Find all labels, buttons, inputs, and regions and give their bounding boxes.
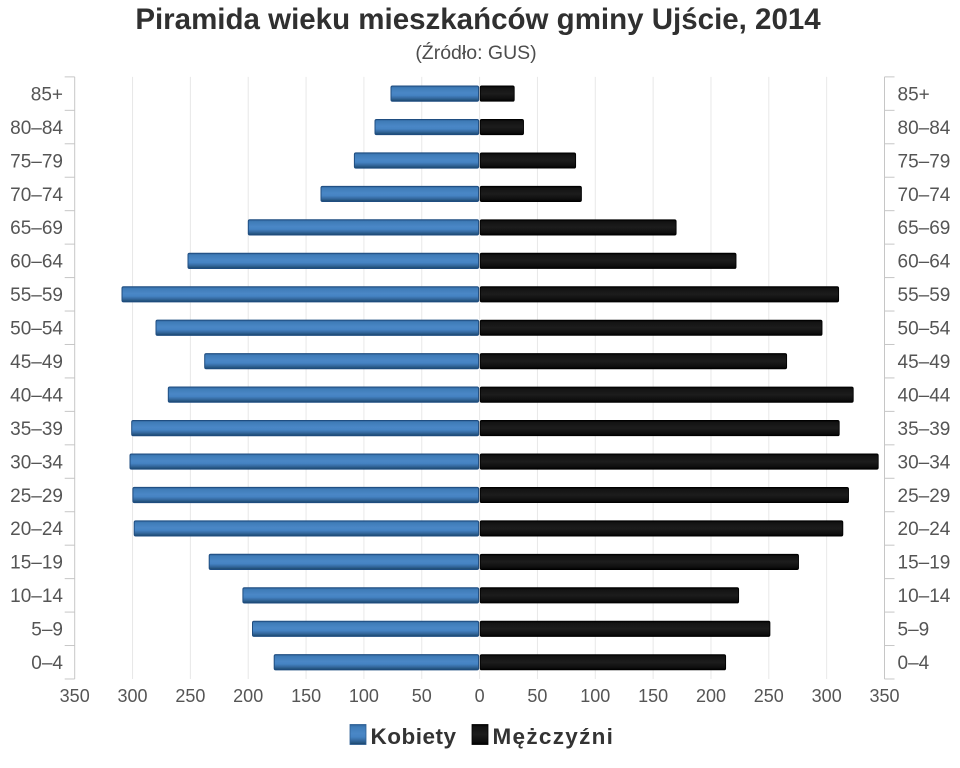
svg-text:100: 100 <box>349 686 379 706</box>
svg-text:45–49: 45–49 <box>898 352 951 373</box>
svg-text:50: 50 <box>527 686 547 706</box>
svg-text:25–29: 25–29 <box>898 486 951 507</box>
svg-text:Kobiety: Kobiety <box>371 724 457 749</box>
svg-text:300: 300 <box>117 686 147 706</box>
svg-text:85+: 85+ <box>898 84 930 105</box>
svg-text:35–39: 35–39 <box>10 419 63 440</box>
svg-text:65–69: 65–69 <box>10 218 63 239</box>
svg-text:0–4: 0–4 <box>31 653 63 674</box>
svg-text:50–54: 50–54 <box>10 319 63 340</box>
svg-text:75–79: 75–79 <box>898 151 951 172</box>
svg-text:40–44: 40–44 <box>10 385 63 406</box>
svg-text:75–79: 75–79 <box>10 151 63 172</box>
svg-text:15–19: 15–19 <box>898 553 951 574</box>
svg-text:(Źródło: GUS): (Źródło: GUS) <box>415 41 536 64</box>
svg-text:45–49: 45–49 <box>10 352 63 373</box>
svg-text:Mężczyźni: Mężczyźni <box>493 724 615 749</box>
svg-text:150: 150 <box>638 686 668 706</box>
svg-text:30–34: 30–34 <box>898 452 951 473</box>
svg-text:80–84: 80–84 <box>898 118 951 139</box>
svg-text:55–59: 55–59 <box>898 285 951 306</box>
svg-text:Piramida wieku mieszkańców gmi: Piramida wieku mieszkańców gminy Ujście,… <box>135 3 821 36</box>
svg-text:70–74: 70–74 <box>898 185 951 206</box>
svg-text:5–9: 5–9 <box>31 620 63 641</box>
svg-text:250: 250 <box>754 686 784 706</box>
svg-text:0: 0 <box>475 686 485 706</box>
svg-text:55–59: 55–59 <box>10 285 63 306</box>
svg-text:350: 350 <box>60 686 90 706</box>
svg-text:100: 100 <box>580 686 610 706</box>
svg-text:60–64: 60–64 <box>898 252 951 273</box>
svg-text:20–24: 20–24 <box>898 519 951 540</box>
svg-text:85+: 85+ <box>31 84 63 105</box>
svg-text:5–9: 5–9 <box>898 620 930 641</box>
svg-text:10–14: 10–14 <box>898 586 951 607</box>
svg-text:350: 350 <box>869 686 899 706</box>
svg-text:200: 200 <box>233 686 263 706</box>
svg-text:30–34: 30–34 <box>10 452 63 473</box>
svg-text:80–84: 80–84 <box>10 118 63 139</box>
svg-text:50: 50 <box>412 686 432 706</box>
svg-text:50–54: 50–54 <box>898 319 951 340</box>
svg-text:200: 200 <box>696 686 726 706</box>
svg-text:60–64: 60–64 <box>10 252 63 273</box>
svg-text:10–14: 10–14 <box>10 586 63 607</box>
svg-text:300: 300 <box>812 686 842 706</box>
svg-text:20–24: 20–24 <box>10 519 63 540</box>
svg-text:0–4: 0–4 <box>898 653 930 674</box>
svg-text:35–39: 35–39 <box>898 419 951 440</box>
svg-text:70–74: 70–74 <box>10 185 63 206</box>
svg-text:40–44: 40–44 <box>898 385 951 406</box>
svg-text:150: 150 <box>291 686 321 706</box>
svg-text:250: 250 <box>175 686 205 706</box>
svg-text:25–29: 25–29 <box>10 486 63 507</box>
svg-text:65–69: 65–69 <box>898 218 951 239</box>
svg-text:15–19: 15–19 <box>10 553 63 574</box>
